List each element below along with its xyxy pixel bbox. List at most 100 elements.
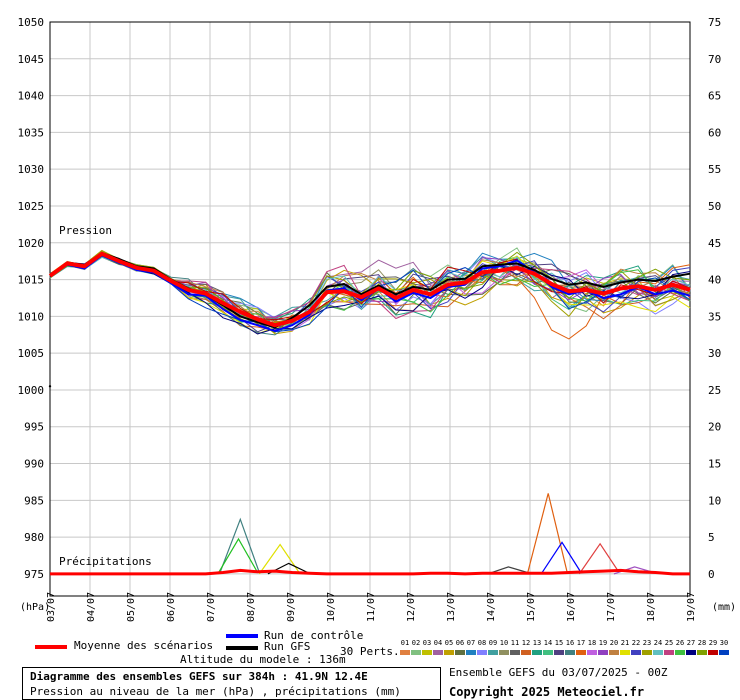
right-tick-label: 50 — [708, 200, 721, 213]
pert-swatch — [708, 650, 718, 655]
right-tick-label: 60 — [708, 126, 721, 139]
precip-member-spike — [526, 493, 568, 575]
right-tick-label: 35 — [708, 310, 721, 323]
right-tick-label: 70 — [708, 53, 721, 66]
x-tick-label: 03/07 — [46, 592, 57, 622]
x-tick-label: 17/07 — [606, 592, 617, 622]
left-tick-label: 1040 — [18, 90, 45, 103]
pert-swatch — [444, 650, 454, 655]
pert-swatch — [488, 650, 498, 655]
info-title: Diagramme des ensembles GEFS sur 384h : … — [30, 670, 368, 683]
info-box: Diagramme des ensembles GEFS sur 384h : … — [22, 667, 441, 700]
pert-number: 26 — [675, 639, 685, 647]
pert-number: 09 — [488, 639, 498, 647]
right-tick-label: 25 — [708, 384, 721, 397]
pert-number: 03 — [422, 639, 432, 647]
pert-swatch — [664, 650, 674, 655]
model-altitude: Altitude du modele : 136m — [180, 653, 346, 666]
pert-number: 14 — [543, 639, 553, 647]
copyright: Copyright 2025 Meteociel.fr — [449, 685, 645, 699]
left-tick-label: 985 — [24, 494, 44, 507]
pert-number: 04 — [433, 639, 443, 647]
pert-swatch — [565, 650, 575, 655]
left-tick-label: 1030 — [18, 163, 45, 176]
pressure-section-label: Pression — [59, 224, 112, 237]
x-tick-label: 19/07 — [686, 592, 697, 622]
pert-swatch — [620, 650, 630, 655]
pert-number: 24 — [653, 639, 663, 647]
precip-member-spike — [578, 542, 620, 575]
pert-number: 17 — [576, 639, 586, 647]
x-tick-label: 07/07 — [206, 592, 217, 622]
pert-swatch — [631, 650, 641, 655]
legend-mean-label: Moyenne des scénarios — [74, 639, 214, 652]
right-tick-label: 20 — [708, 421, 721, 434]
x-tick-label: 12/07 — [406, 592, 417, 622]
pert-swatch — [642, 650, 652, 655]
pert-number: 10 — [499, 639, 509, 647]
left-tick-label: 1050 — [18, 16, 45, 29]
pert-swatch — [587, 650, 597, 655]
x-tick-label: 13/07 — [446, 592, 457, 622]
left-tick-label: 1015 — [18, 274, 45, 287]
pert-number: 01 — [400, 639, 410, 647]
right-axis-unit: (mm) — [712, 602, 736, 613]
pert-swatch — [499, 650, 509, 655]
run-info: Ensemble GEFS du 03/07/2025 - 00Z — [449, 666, 668, 679]
pert-swatch — [411, 650, 421, 655]
pert-number: 05 — [444, 639, 454, 647]
precip-member-spike — [487, 566, 528, 575]
pert-number: 22 — [631, 639, 641, 647]
right-tick-label: 5 — [708, 531, 715, 544]
pert-number: 23 — [642, 639, 652, 647]
right-tick-label: 65 — [708, 90, 721, 103]
pert-swatch — [675, 650, 685, 655]
pert-swatch — [521, 650, 531, 655]
pert-swatch — [576, 650, 586, 655]
left-tick-label: 1025 — [18, 200, 45, 213]
pert-number: 21 — [620, 639, 630, 647]
series-line-mean — [48, 251, 691, 328]
precip-member-spike — [258, 543, 300, 575]
pert-swatch — [598, 650, 608, 655]
x-tick-label: 09/07 — [286, 592, 297, 622]
pert-number: 02 — [411, 639, 421, 647]
pert-number: 07 — [466, 639, 476, 647]
perturbation-color-key: 01 02 03 04 05 06 07 08 09 10 11 12 13 14 15 16 17 18 19 20… — [400, 639, 730, 657]
x-tick-label: 14/07 — [486, 592, 497, 622]
pert-swatch — [719, 650, 729, 655]
left-tick-label: 995 — [24, 421, 44, 434]
left-tick-label: 1000 — [18, 384, 45, 397]
right-tick-label: 0 — [708, 568, 715, 581]
left-tick-label: 1010 — [18, 310, 45, 323]
pert-number: 06 — [455, 639, 465, 647]
perturbations-label: 30 Perts. — [340, 645, 400, 658]
x-tick-label: 15/07 — [526, 592, 537, 622]
legend-control-swatch — [226, 634, 258, 638]
pert-swatch — [686, 650, 696, 655]
pert-number: 18 — [587, 639, 597, 647]
left-tick-label: 1020 — [18, 237, 45, 250]
x-tick-label: 05/07 — [126, 592, 137, 622]
left-tick-label: 990 — [24, 458, 44, 471]
pert-swatch — [455, 650, 465, 655]
pert-number: 19 — [598, 639, 608, 647]
pert-number: 20 — [609, 639, 619, 647]
x-tick-label: 16/07 — [566, 592, 577, 622]
legend-gfs-swatch — [226, 646, 258, 650]
pert-swatch — [433, 650, 443, 655]
pert-number: 15 — [554, 639, 564, 647]
axis-marker-dot — [48, 385, 52, 388]
right-tick-label: 15 — [708, 458, 721, 471]
info-subtitle: Pression au niveau de la mer (hPa) , pré… — [30, 685, 401, 698]
pert-number: 29 — [708, 639, 718, 647]
pert-swatch — [532, 650, 542, 655]
legend-control-label: Run de contrôle — [264, 629, 364, 642]
left-tick-label: 1045 — [18, 53, 45, 66]
right-tick-label: 75 — [708, 16, 721, 29]
x-tick-label: 11/07 — [366, 592, 377, 622]
x-tick-label: 10/07 — [326, 592, 337, 622]
left-tick-label: 1035 — [18, 126, 45, 139]
pert-number: 30 — [719, 639, 729, 647]
right-tick-label: 45 — [708, 237, 721, 250]
